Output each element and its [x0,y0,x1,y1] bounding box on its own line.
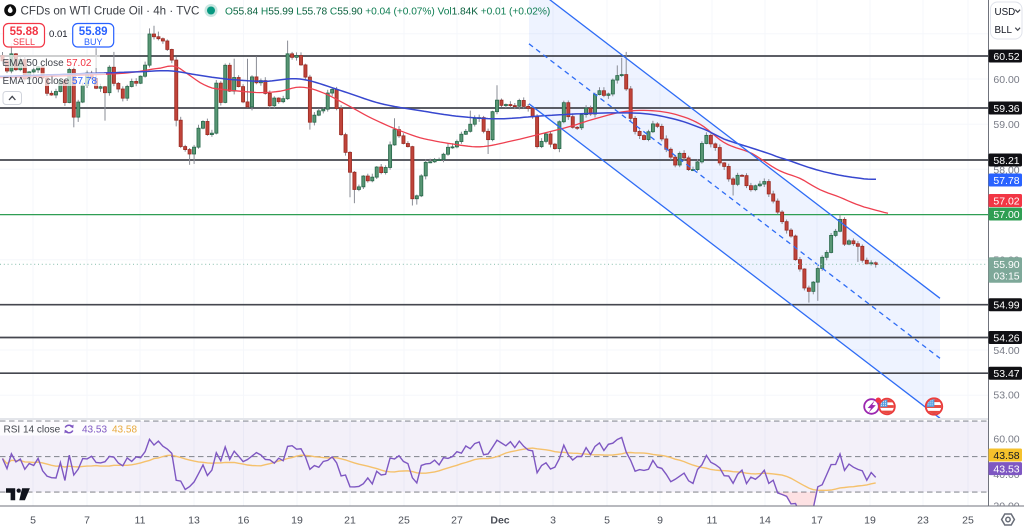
svg-text:USD: USD [995,7,1016,18]
svg-text:43.53: 43.53 [82,425,107,436]
svg-text:BLL: BLL [995,25,1013,36]
svg-text:20.00: 20.00 [993,500,1019,512]
svg-text:CFDs on WTI Crude Oil · 4h · T: CFDs on WTI Crude Oil · 4h · TVC [21,5,200,18]
svg-text:7: 7 [84,515,90,527]
svg-text:13: 13 [188,515,200,527]
svg-text:16: 16 [238,515,250,527]
svg-text:25: 25 [398,515,410,527]
svg-text:14: 14 [759,515,771,527]
svg-text:BUY: BUY [84,37,103,47]
svg-text:19: 19 [864,515,876,527]
svg-text:60.52: 60.52 [993,51,1019,63]
svg-text:53.47: 53.47 [993,368,1019,380]
svg-text:58.00: 58.00 [993,164,1019,176]
svg-text:21: 21 [344,515,356,527]
svg-text:EMA 100 close 57.78: EMA 100 close 57.78 [3,76,98,87]
svg-text:SELL: SELL [13,37,35,47]
svg-text:58.21: 58.21 [993,155,1019,167]
svg-text:43.58: 43.58 [112,425,137,436]
svg-text:23: 23 [917,515,929,527]
svg-text:60.00: 60.00 [993,74,1019,86]
svg-text:0.01: 0.01 [49,29,68,40]
svg-text:54.99: 54.99 [993,299,1019,311]
svg-text:Dec: Dec [490,515,509,527]
svg-text:57.00: 57.00 [993,209,1019,221]
svg-text:55.90: 55.90 [993,259,1019,271]
svg-text:54.26: 54.26 [993,332,1019,344]
svg-text:57.02: 57.02 [993,195,1019,207]
svg-text:3: 3 [550,515,556,527]
svg-text:57.78: 57.78 [993,175,1019,187]
svg-text:EMA 50 close 57.02: EMA 50 close 57.02 [3,58,92,69]
svg-text:9: 9 [657,515,663,527]
svg-text:17: 17 [811,515,823,527]
svg-text:25: 25 [962,515,974,527]
svg-text:43.53: 43.53 [993,463,1019,475]
svg-text:59.00: 59.00 [993,119,1019,131]
svg-text:11: 11 [707,515,718,527]
svg-text:55.89: 55.89 [79,26,108,38]
svg-text:5: 5 [30,515,36,527]
svg-text:11: 11 [135,515,146,527]
svg-text:27: 27 [451,515,463,527]
svg-text:59.36: 59.36 [993,103,1019,115]
svg-text:54.00: 54.00 [993,345,1019,357]
svg-text:19: 19 [291,515,303,527]
svg-text:60.00: 60.00 [993,434,1019,446]
svg-text:55.88: 55.88 [10,26,39,38]
svg-text:03:15: 03:15 [993,271,1019,283]
svg-text:O55.84 H55.99 L55.78 C55.90: O55.84 H55.99 L55.78 C55.90 +0.04 (+0.07… [225,6,550,17]
svg-text:43.58: 43.58 [993,450,1019,462]
svg-text:RSI 14 close: RSI 14 close [4,425,61,436]
svg-text:53.00: 53.00 [993,389,1019,401]
svg-text:5: 5 [604,515,610,527]
